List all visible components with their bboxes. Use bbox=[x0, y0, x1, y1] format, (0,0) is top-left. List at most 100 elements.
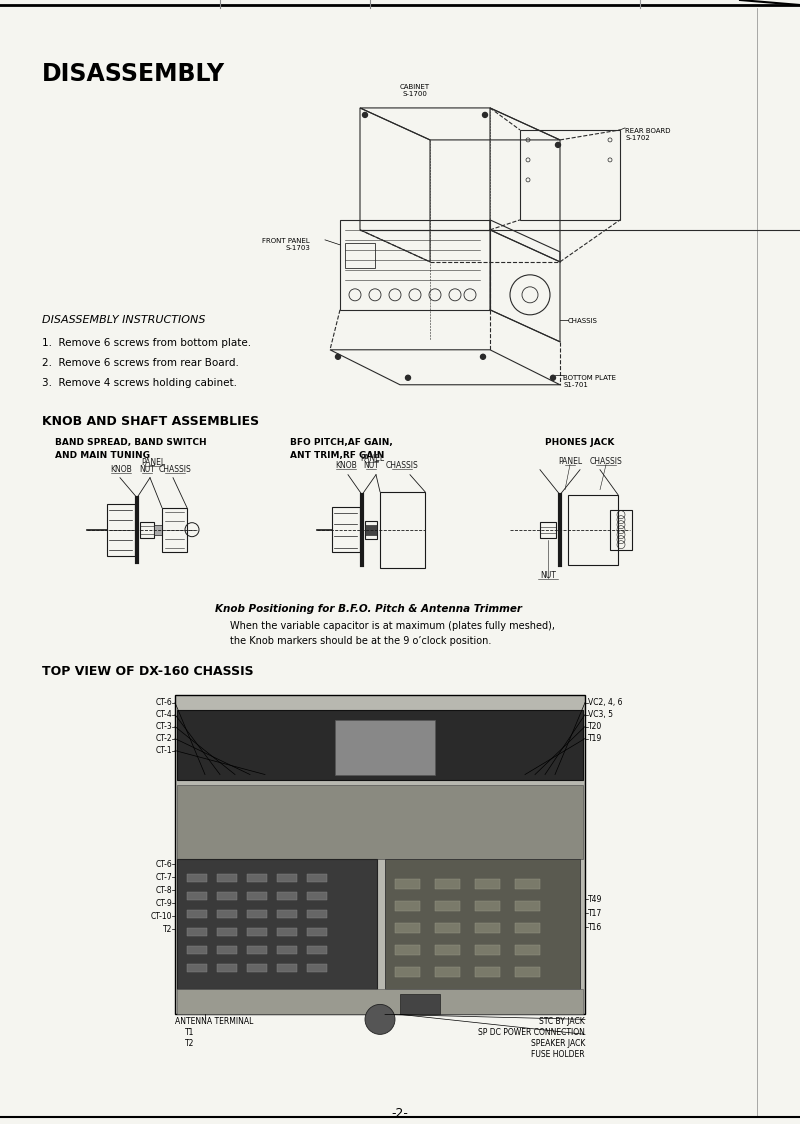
Bar bbox=[435, 879, 460, 889]
Text: CT-6: CT-6 bbox=[155, 860, 172, 869]
Text: CT-1: CT-1 bbox=[155, 746, 172, 755]
Text: CABINET
S-1700: CABINET S-1700 bbox=[400, 84, 430, 97]
Text: VC2, 4, 6: VC2, 4, 6 bbox=[588, 698, 622, 707]
Bar bbox=[217, 964, 237, 972]
Text: Knob Positioning for B.F.O. Pitch & Antenna Trimmer: Knob Positioning for B.F.O. Pitch & Ante… bbox=[215, 604, 522, 614]
Bar bbox=[515, 879, 540, 889]
Circle shape bbox=[362, 112, 367, 117]
Text: PHONES JACK: PHONES JACK bbox=[545, 437, 614, 446]
Bar bbox=[247, 946, 267, 954]
Bar bbox=[277, 946, 297, 954]
Text: T49: T49 bbox=[588, 895, 602, 904]
Bar bbox=[307, 892, 327, 900]
Bar bbox=[435, 924, 460, 933]
Text: FUSE HOLDER: FUSE HOLDER bbox=[531, 1050, 585, 1059]
Text: BFO PITCH,AF GAIN,: BFO PITCH,AF GAIN, bbox=[290, 437, 393, 446]
Bar bbox=[277, 892, 297, 900]
Text: T2: T2 bbox=[162, 925, 172, 934]
Bar bbox=[395, 945, 420, 955]
Bar bbox=[247, 892, 267, 900]
Text: SPEAKER JACK: SPEAKER JACK bbox=[530, 1040, 585, 1049]
Bar bbox=[177, 860, 377, 989]
Bar bbox=[475, 945, 500, 955]
Bar bbox=[187, 910, 207, 918]
Text: CHASSIS: CHASSIS bbox=[590, 456, 622, 465]
Bar bbox=[307, 964, 327, 972]
Bar bbox=[380, 491, 425, 568]
Text: BAND SPREAD, BAND SWITCH: BAND SPREAD, BAND SWITCH bbox=[55, 437, 206, 446]
Circle shape bbox=[555, 143, 561, 147]
Bar bbox=[515, 924, 540, 933]
Text: PANEL: PANEL bbox=[141, 457, 165, 466]
Bar bbox=[187, 928, 207, 936]
Text: CT-7: CT-7 bbox=[155, 873, 172, 882]
Text: CT-4: CT-4 bbox=[155, 710, 172, 719]
Bar bbox=[435, 945, 460, 955]
Bar bbox=[400, 995, 440, 1014]
Bar bbox=[395, 879, 420, 889]
Text: AND MAIN TUNING: AND MAIN TUNING bbox=[55, 451, 150, 460]
Text: CHASSIS: CHASSIS bbox=[158, 464, 191, 473]
Bar bbox=[395, 924, 420, 933]
Text: DISASSEMBLY INSTRUCTIONS: DISASSEMBLY INSTRUCTIONS bbox=[42, 315, 206, 325]
Bar bbox=[435, 968, 460, 978]
Text: CT-9: CT-9 bbox=[155, 899, 172, 908]
Bar bbox=[307, 910, 327, 918]
Text: CHASSIS: CHASSIS bbox=[386, 461, 418, 470]
Text: 2.  Remove 6 screws from rear Board.: 2. Remove 6 screws from rear Board. bbox=[42, 357, 239, 368]
Bar bbox=[395, 968, 420, 978]
Circle shape bbox=[335, 354, 341, 360]
Text: -2-: -2- bbox=[391, 1107, 409, 1121]
Text: CT-3: CT-3 bbox=[155, 722, 172, 731]
Bar bbox=[277, 928, 297, 936]
Text: REAR BOARD
S-1702: REAR BOARD S-1702 bbox=[625, 128, 670, 140]
Text: T19: T19 bbox=[588, 734, 602, 743]
Bar bbox=[385, 860, 580, 989]
Bar bbox=[247, 874, 267, 882]
Bar bbox=[162, 508, 187, 552]
Bar bbox=[277, 964, 297, 972]
Bar bbox=[610, 509, 632, 550]
Bar bbox=[307, 874, 327, 882]
Bar bbox=[217, 946, 237, 954]
Bar bbox=[217, 910, 237, 918]
Bar bbox=[217, 892, 237, 900]
Text: SP DC POWER CONNECTION: SP DC POWER CONNECTION bbox=[478, 1028, 585, 1037]
Bar bbox=[540, 522, 556, 537]
Circle shape bbox=[406, 375, 410, 380]
Bar bbox=[307, 928, 327, 936]
Bar bbox=[365, 525, 377, 535]
Text: TOP VIEW OF DX-160 CHASSIS: TOP VIEW OF DX-160 CHASSIS bbox=[42, 664, 254, 678]
Bar bbox=[568, 495, 618, 564]
Text: PANEL: PANEL bbox=[558, 456, 582, 465]
Text: CT-2: CT-2 bbox=[155, 734, 172, 743]
Text: CT-10: CT-10 bbox=[150, 912, 172, 921]
Bar bbox=[475, 968, 500, 978]
Bar bbox=[475, 901, 500, 912]
Text: T20: T20 bbox=[588, 722, 602, 731]
Text: T2: T2 bbox=[185, 1040, 194, 1049]
Bar bbox=[140, 522, 154, 537]
Bar bbox=[107, 504, 135, 555]
Bar bbox=[435, 901, 460, 912]
Text: NUT: NUT bbox=[139, 464, 155, 473]
Bar bbox=[217, 874, 237, 882]
Bar bbox=[332, 507, 360, 552]
Text: CHASSIS: CHASSIS bbox=[568, 318, 598, 324]
Bar bbox=[187, 946, 207, 954]
Text: NUT: NUT bbox=[540, 571, 556, 580]
Text: PANEL: PANEL bbox=[360, 454, 384, 463]
Text: FRONT PANEL
S-1703: FRONT PANEL S-1703 bbox=[262, 238, 310, 251]
Bar bbox=[307, 946, 327, 954]
Text: the Knob markers should be at the 9 o’clock position.: the Knob markers should be at the 9 o’cl… bbox=[230, 635, 491, 645]
Bar bbox=[177, 785, 583, 860]
Bar bbox=[187, 964, 207, 972]
Bar bbox=[365, 520, 377, 538]
Text: KNOB: KNOB bbox=[110, 464, 132, 473]
Bar bbox=[515, 901, 540, 912]
Bar bbox=[515, 968, 540, 978]
Bar bbox=[217, 928, 237, 936]
Bar bbox=[247, 928, 267, 936]
Text: 3.  Remove 4 screws holding cabinet.: 3. Remove 4 screws holding cabinet. bbox=[42, 378, 237, 388]
Text: T16: T16 bbox=[588, 923, 602, 932]
